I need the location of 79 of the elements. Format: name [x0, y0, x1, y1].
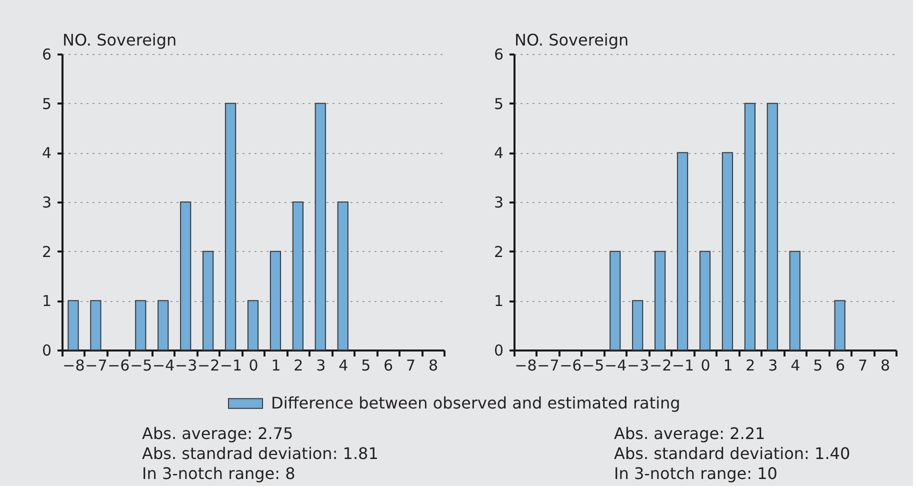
bar — [292, 202, 304, 350]
x-tick-label: −3 — [175, 356, 198, 374]
x-tick-label: 6 — [836, 356, 846, 374]
bar — [744, 102, 756, 350]
y-tick-label: 6 — [42, 46, 52, 64]
y-tick-label: 2 — [494, 242, 504, 261]
bar — [314, 102, 326, 350]
bar — [632, 300, 644, 350]
y-tick-label: 2 — [42, 242, 52, 261]
y-tick-label: 3 — [42, 194, 52, 212]
bar — [699, 250, 711, 350]
bar — [202, 250, 214, 350]
bar — [180, 202, 192, 350]
x-tick-label: −5 — [130, 356, 152, 374]
legend-label: Difference between observed and estimated rating — [271, 394, 680, 412]
bar — [224, 102, 236, 350]
bar — [722, 152, 734, 350]
x-tick-label: −4 — [152, 356, 175, 374]
x-tick-label: 4 — [790, 356, 800, 374]
x-tick-label: −3 — [627, 356, 650, 374]
x-tick-label: −8 — [514, 356, 537, 374]
bar — [789, 250, 800, 350]
text: Abs. average: 2.21 — [614, 424, 766, 443]
text: Abs. standard deviation: 1.40 — [614, 444, 850, 463]
x-tick-label: −1 — [220, 356, 242, 374]
bar — [135, 300, 146, 350]
x-tick-label: 3 — [768, 356, 778, 374]
bar — [247, 300, 259, 350]
y-tick-label: 5 — [42, 94, 52, 113]
y-tick-label: 4 — [494, 144, 504, 162]
text: In 3-notch range: 8 — [142, 464, 296, 483]
y-tick-label: 0 — [42, 342, 52, 360]
x-tick-label: −7 — [537, 356, 560, 374]
x-tick-label: −6 — [560, 356, 582, 374]
x-tick-label: 0 — [248, 356, 258, 374]
y-tick-label: 6 — [494, 46, 504, 64]
text: In 3-notch range: 10 — [614, 464, 778, 483]
x-tick-label: −7 — [85, 356, 108, 374]
bar — [676, 152, 688, 350]
x-tick-label: 1 — [271, 356, 281, 374]
x-tick-label: 0 — [700, 356, 710, 374]
x-tick-label: 8 — [428, 356, 438, 374]
x-tick-label: 5 — [813, 356, 823, 374]
y-tick-label: 5 — [494, 94, 504, 113]
x-tick-label: −1 — [672, 356, 694, 374]
bar — [766, 102, 778, 350]
bar — [68, 300, 79, 350]
bar — [158, 300, 169, 350]
text: Abs. standrad deviation: 1.81 — [142, 444, 378, 463]
y-tick-label: 3 — [494, 194, 504, 212]
y-tick-label: 4 — [42, 144, 52, 162]
x-tick-label: 6 — [384, 356, 394, 374]
x-tick-label: −2 — [649, 356, 672, 374]
y-tick-label: 1 — [42, 292, 52, 310]
bar — [337, 202, 348, 350]
x-tick-label: 2 — [294, 356, 304, 374]
x-tick-label: −2 — [197, 356, 220, 374]
x-tick-label: 2 — [746, 356, 756, 374]
x-tick-label: 3 — [316, 356, 326, 374]
y-tick-label: 0 — [494, 342, 504, 360]
x-tick-label: −4 — [604, 356, 627, 374]
x-tick-label: 5 — [361, 356, 371, 374]
bar — [270, 250, 282, 350]
x-tick-label: −5 — [582, 356, 604, 374]
bar — [610, 250, 621, 350]
x-tick-label: −8 — [62, 356, 85, 374]
x-tick-label: −6 — [108, 356, 130, 374]
text: Abs. average: 2.75 — [142, 424, 294, 443]
x-tick-label: 1 — [723, 356, 733, 374]
bar — [654, 250, 666, 350]
x-tick-label: 8 — [880, 356, 890, 374]
bar — [834, 300, 846, 350]
bar — [90, 300, 102, 350]
x-tick-label: 4 — [338, 356, 348, 374]
y-tick-label: 1 — [494, 292, 504, 310]
x-tick-label: 7 — [858, 356, 868, 374]
x-tick-label: 7 — [406, 356, 416, 374]
y-axis-title: NO. Sovereign — [514, 30, 629, 50]
y-axis-title: NO. Sovereign — [62, 30, 177, 50]
